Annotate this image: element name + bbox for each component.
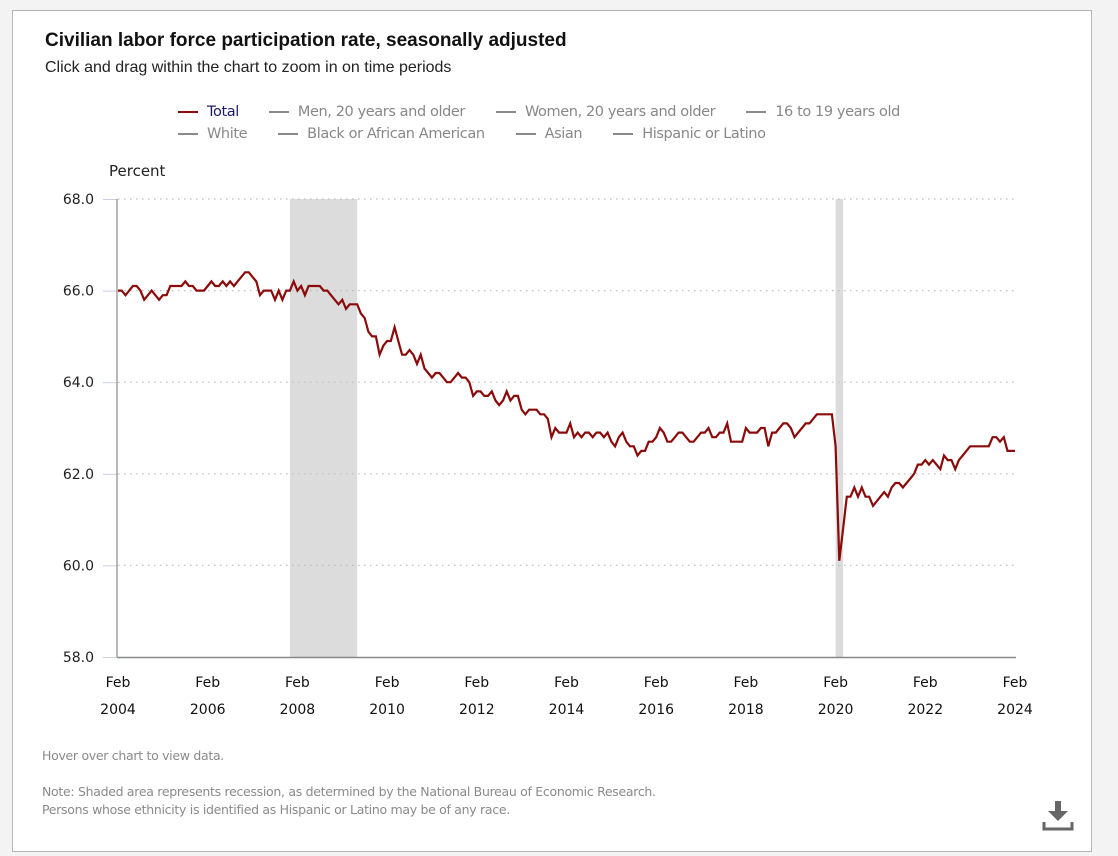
legend-item-black[interactable]: Black or African American — [278, 126, 485, 142]
x-tick-month: Feb — [823, 675, 848, 691]
y-tick-label: 62.0 — [63, 467, 94, 483]
legend-label: Asian — [544, 126, 583, 142]
x-tick-month: Feb — [106, 675, 131, 691]
recession-band — [289, 199, 358, 657]
y-tick-label: 68.0 — [63, 192, 94, 208]
download-button[interactable] — [1040, 800, 1076, 834]
asian-line-swatch-icon — [515, 133, 536, 135]
x-tick-year: 2012 — [459, 702, 495, 718]
legend-row-1: Total Men, 20 years and older Women, 20 … — [178, 101, 998, 123]
legend-item-asian[interactable]: Asian — [515, 126, 583, 142]
x-tick-year: 2024 — [997, 702, 1033, 718]
chart-title: Civilian labor force participation rate,… — [45, 30, 567, 51]
chart-container — [12, 10, 1092, 852]
series-layer — [118, 271, 1015, 561]
legend: Total Men, 20 years and older Women, 20 … — [178, 101, 998, 145]
x-tick-month: Feb — [285, 675, 310, 691]
y-tick-label: 64.0 — [63, 375, 94, 391]
note-hispanic: Persons whose ethnicity is identified as… — [42, 802, 510, 817]
note-recession: Note: Shaded area represents recession, … — [42, 784, 656, 799]
x-tick-month: Feb — [1003, 675, 1028, 691]
x-tick-year: 2010 — [369, 702, 405, 718]
x-tick-year: 2004 — [100, 702, 136, 718]
legend-item-white[interactable]: White — [178, 126, 248, 142]
legend-item-men-20-plus[interactable]: Men, 20 years and older — [268, 104, 465, 120]
legend-label: Men, 20 years and older — [297, 104, 465, 120]
women-line-swatch-icon — [495, 111, 516, 113]
gridlines — [103, 198, 1015, 658]
legend-label: Black or African American — [307, 126, 485, 142]
x-tick-year: 2014 — [549, 702, 585, 718]
x-tick-month: Feb — [644, 675, 669, 691]
black-line-swatch-icon — [278, 133, 299, 135]
legend-item-16-19[interactable]: 16 to 19 years old — [746, 104, 900, 120]
x-tick-year: 2020 — [818, 702, 854, 718]
total-line-swatch-icon — [178, 111, 198, 113]
x-tick-year: 2022 — [907, 702, 943, 718]
legend-item-hispanic[interactable]: Hispanic or Latino — [613, 126, 766, 142]
legend-item-total[interactable]: Total — [178, 104, 239, 120]
men-line-swatch-icon — [268, 111, 289, 113]
x-axis-ticks: Feb 2004 Feb 2006 Feb 2008 Feb 2010 Feb 2012 Feb 20… — [100, 675, 1033, 718]
y-axis-ticks: 58.0 60.0 62.0 64.0 66.0 68.0 — [63, 192, 94, 666]
recession-band — [835, 199, 844, 657]
legend-label: Hispanic or Latino — [642, 126, 766, 142]
legend-label: Women, 20 years and older — [524, 104, 716, 120]
legend-label: White — [207, 126, 248, 142]
teens-line-swatch-icon — [746, 111, 767, 113]
white-line-swatch-icon — [178, 133, 198, 135]
legend-label: Total — [207, 104, 239, 120]
x-tick-month: Feb — [195, 675, 220, 691]
x-tick-month: Feb — [913, 675, 938, 691]
x-tick-year: 2006 — [190, 702, 226, 718]
y-axis-title: Percent — [109, 162, 166, 180]
recession-shading — [289, 199, 844, 657]
x-tick-year: 2008 — [280, 702, 316, 718]
y-tick-label: 60.0 — [63, 558, 94, 574]
legend-row-2: White Black or African American Asian Hi… — [178, 123, 998, 145]
x-tick-year: 2016 — [638, 702, 674, 718]
download-icon — [1042, 801, 1074, 831]
x-tick-month: Feb — [554, 675, 579, 691]
x-tick-year: 2018 — [728, 702, 764, 718]
x-tick-month: Feb — [375, 675, 400, 691]
x-tick-month: Feb — [734, 675, 759, 691]
hispanic-line-swatch-icon — [613, 133, 634, 135]
hover-hint: Hover over chart to view data. — [42, 748, 224, 763]
chart-subtitle: Click and drag within the chart to zoom … — [45, 59, 452, 76]
legend-item-women-20-plus[interactable]: Women, 20 years and older — [495, 104, 716, 120]
legend-label: 16 to 19 years old — [775, 104, 900, 120]
y-tick-label: 66.0 — [63, 284, 94, 300]
y-tick-label: 58.0 — [63, 650, 94, 666]
x-tick-month: Feb — [464, 675, 489, 691]
series-line-total — [118, 271, 1015, 561]
